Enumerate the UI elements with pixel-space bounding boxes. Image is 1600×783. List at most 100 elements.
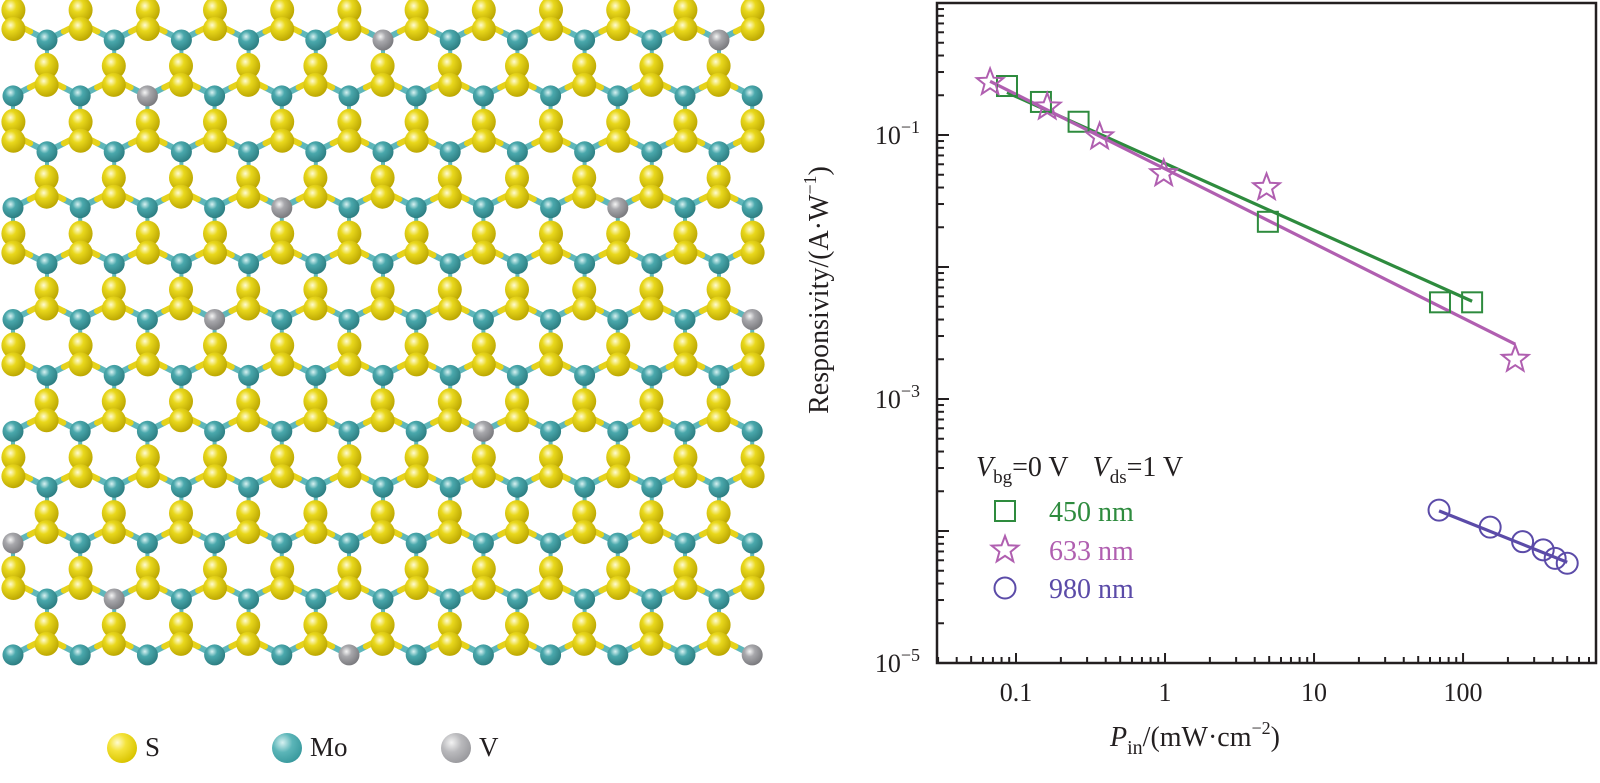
molybdenum-atom [372, 476, 394, 498]
molybdenum-atom [305, 588, 327, 610]
sulfur-atom [303, 296, 328, 321]
sulfur-atom [1, 556, 26, 582]
sulfur-atom [135, 17, 160, 41]
sulfur-atom [404, 108, 429, 135]
sulfur-atom [505, 408, 529, 433]
sulfur-atom [1, 332, 26, 359]
y-axis-exponent: −1 [800, 175, 820, 194]
molybdenum-atom [238, 364, 260, 386]
sulfur-atom [370, 611, 395, 638]
sulfur-atom [236, 611, 261, 638]
y-tick-label: 10−3 [875, 381, 920, 414]
molybdenum-atom [574, 253, 596, 275]
sulfur-atom [303, 520, 328, 545]
y-tick-base: 10 [875, 121, 901, 150]
sulfur-atom [673, 108, 698, 135]
sulfur-atom [1, 108, 26, 135]
molybdenum-atom [136, 197, 158, 219]
sulfur-atom [404, 576, 429, 600]
sulfur-atom [706, 184, 731, 209]
sulfur-atom [437, 52, 462, 79]
sulfur-atom [68, 464, 93, 489]
sulfur-atom [203, 332, 227, 359]
molybdenum-atom [136, 309, 158, 330]
molybdenum-atom [472, 197, 494, 219]
sulfur-atom [135, 108, 160, 135]
sulfur-atom [303, 184, 328, 209]
sulfur-atom [404, 220, 429, 247]
vanadium-atom [372, 29, 394, 51]
sulfur-atom [673, 352, 698, 377]
molybdenum-atom [405, 420, 427, 442]
sulfur-atom [135, 444, 160, 471]
molybdenum-atom [170, 476, 192, 498]
sulfur-atom [471, 352, 496, 377]
sulfur-atom [572, 184, 597, 209]
molybdenum-atom [372, 253, 394, 275]
molybdenum-atom [405, 85, 427, 107]
molybdenum-atom [708, 141, 730, 163]
sulfur-atom [236, 388, 261, 415]
y-tick-base: 10 [875, 649, 901, 678]
vbg-symbol: V [976, 452, 996, 483]
sulfur-atom [639, 184, 664, 209]
vanadium-atom [472, 420, 494, 442]
sulfur-atom [68, 128, 93, 153]
sulfur-atom [673, 444, 698, 471]
molybdenum-atom [103, 141, 125, 163]
sulfur-atom [337, 220, 362, 247]
molybdenum-atom [204, 420, 226, 442]
sulfur-atom [437, 184, 462, 209]
sulfur-atom [706, 52, 731, 79]
sulfur-atom [706, 408, 731, 433]
sulfur-atom [270, 220, 295, 247]
legend-label-980nm: 980 nm [1049, 574, 1134, 605]
sulfur-atom [539, 0, 563, 23]
plot-frame [935, 1, 1598, 665]
sulfur-atom [135, 220, 160, 247]
x-axis-unit: /(mW·cm [1143, 722, 1252, 753]
molybdenum-atom [405, 309, 427, 330]
sulfur-atom [34, 388, 59, 415]
sulfur-atom [337, 576, 362, 600]
molybdenum-atom [238, 253, 260, 275]
sulfur-atom [437, 611, 462, 638]
sulfur-atom [606, 332, 631, 359]
data-point-square [1461, 291, 1484, 314]
sulfur-atom [539, 352, 563, 377]
molybdenum-atom [69, 309, 91, 330]
sulfur-atom [706, 276, 731, 303]
molybdenum-atom [2, 197, 24, 219]
x-axis-title: Pin/(mW·cm−2) [1109, 718, 1280, 759]
sulfur-atom [606, 352, 631, 377]
x-axis-exponent: −2 [1252, 718, 1271, 738]
y-tick-exponent: −1 [901, 117, 920, 137]
sulfur-atom [34, 500, 59, 527]
sulfur-atom [505, 296, 529, 321]
molybdenum-atom [574, 29, 596, 51]
molybdenum-atom [36, 476, 58, 498]
sulfur-atom [34, 184, 59, 209]
vanadium-atom [338, 644, 360, 666]
molybdenum-atom [372, 588, 394, 610]
vds-subscript: ds [1110, 467, 1127, 488]
legend-item-s: S [107, 732, 160, 763]
molybdenum-atom [204, 532, 226, 554]
molybdenum-atom [741, 532, 763, 554]
sulfur-atom [236, 52, 261, 79]
molybdenum-atom [271, 532, 293, 554]
sulfur-atom [203, 220, 227, 247]
sulfur-atom [270, 444, 295, 471]
sulfur-atom [471, 240, 496, 265]
molybdenum-atom [439, 588, 461, 610]
molybdenum-atom [506, 364, 528, 386]
molybdenum-atom [607, 85, 629, 107]
sulfur-atom [101, 611, 126, 638]
molybdenum-atom [103, 29, 125, 51]
sulfur-atom [505, 184, 529, 209]
molybdenum-atom [708, 588, 730, 610]
sulfur-atom [68, 0, 93, 23]
molybdenum-atom [472, 532, 494, 554]
sulfur-atom [135, 240, 160, 265]
sulfur-atom [404, 0, 429, 23]
